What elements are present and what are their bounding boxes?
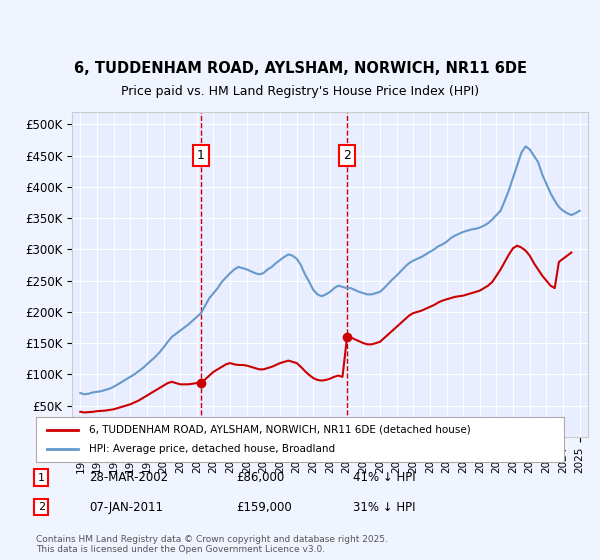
Text: £86,000: £86,000 <box>236 471 285 484</box>
Text: HPI: Average price, detached house, Broadland: HPI: Average price, detached house, Broa… <box>89 445 335 455</box>
Text: 2: 2 <box>343 149 351 162</box>
Text: 6, TUDDENHAM ROAD, AYLSHAM, NORWICH, NR11 6DE (detached house): 6, TUDDENHAM ROAD, AYLSHAM, NORWICH, NR1… <box>89 424 470 435</box>
Text: 6, TUDDENHAM ROAD, AYLSHAM, NORWICH, NR11 6DE: 6, TUDDENHAM ROAD, AYLSHAM, NORWICH, NR1… <box>74 60 527 76</box>
Text: 1: 1 <box>38 473 45 483</box>
Text: Contains HM Land Registry data © Crown copyright and database right 2025.
This d: Contains HM Land Registry data © Crown c… <box>36 535 388 554</box>
Text: 31% ↓ HPI: 31% ↓ HPI <box>353 501 415 514</box>
Text: Price paid vs. HM Land Registry's House Price Index (HPI): Price paid vs. HM Land Registry's House … <box>121 85 479 98</box>
Text: 1: 1 <box>197 149 205 162</box>
Text: £159,000: £159,000 <box>236 501 292 514</box>
Text: 28-MAR-2002: 28-MAR-2002 <box>89 471 168 484</box>
Text: 07-JAN-2011: 07-JAN-2011 <box>89 501 163 514</box>
Text: 41% ↓ HPI: 41% ↓ HPI <box>353 471 415 484</box>
Text: 2: 2 <box>38 502 45 512</box>
